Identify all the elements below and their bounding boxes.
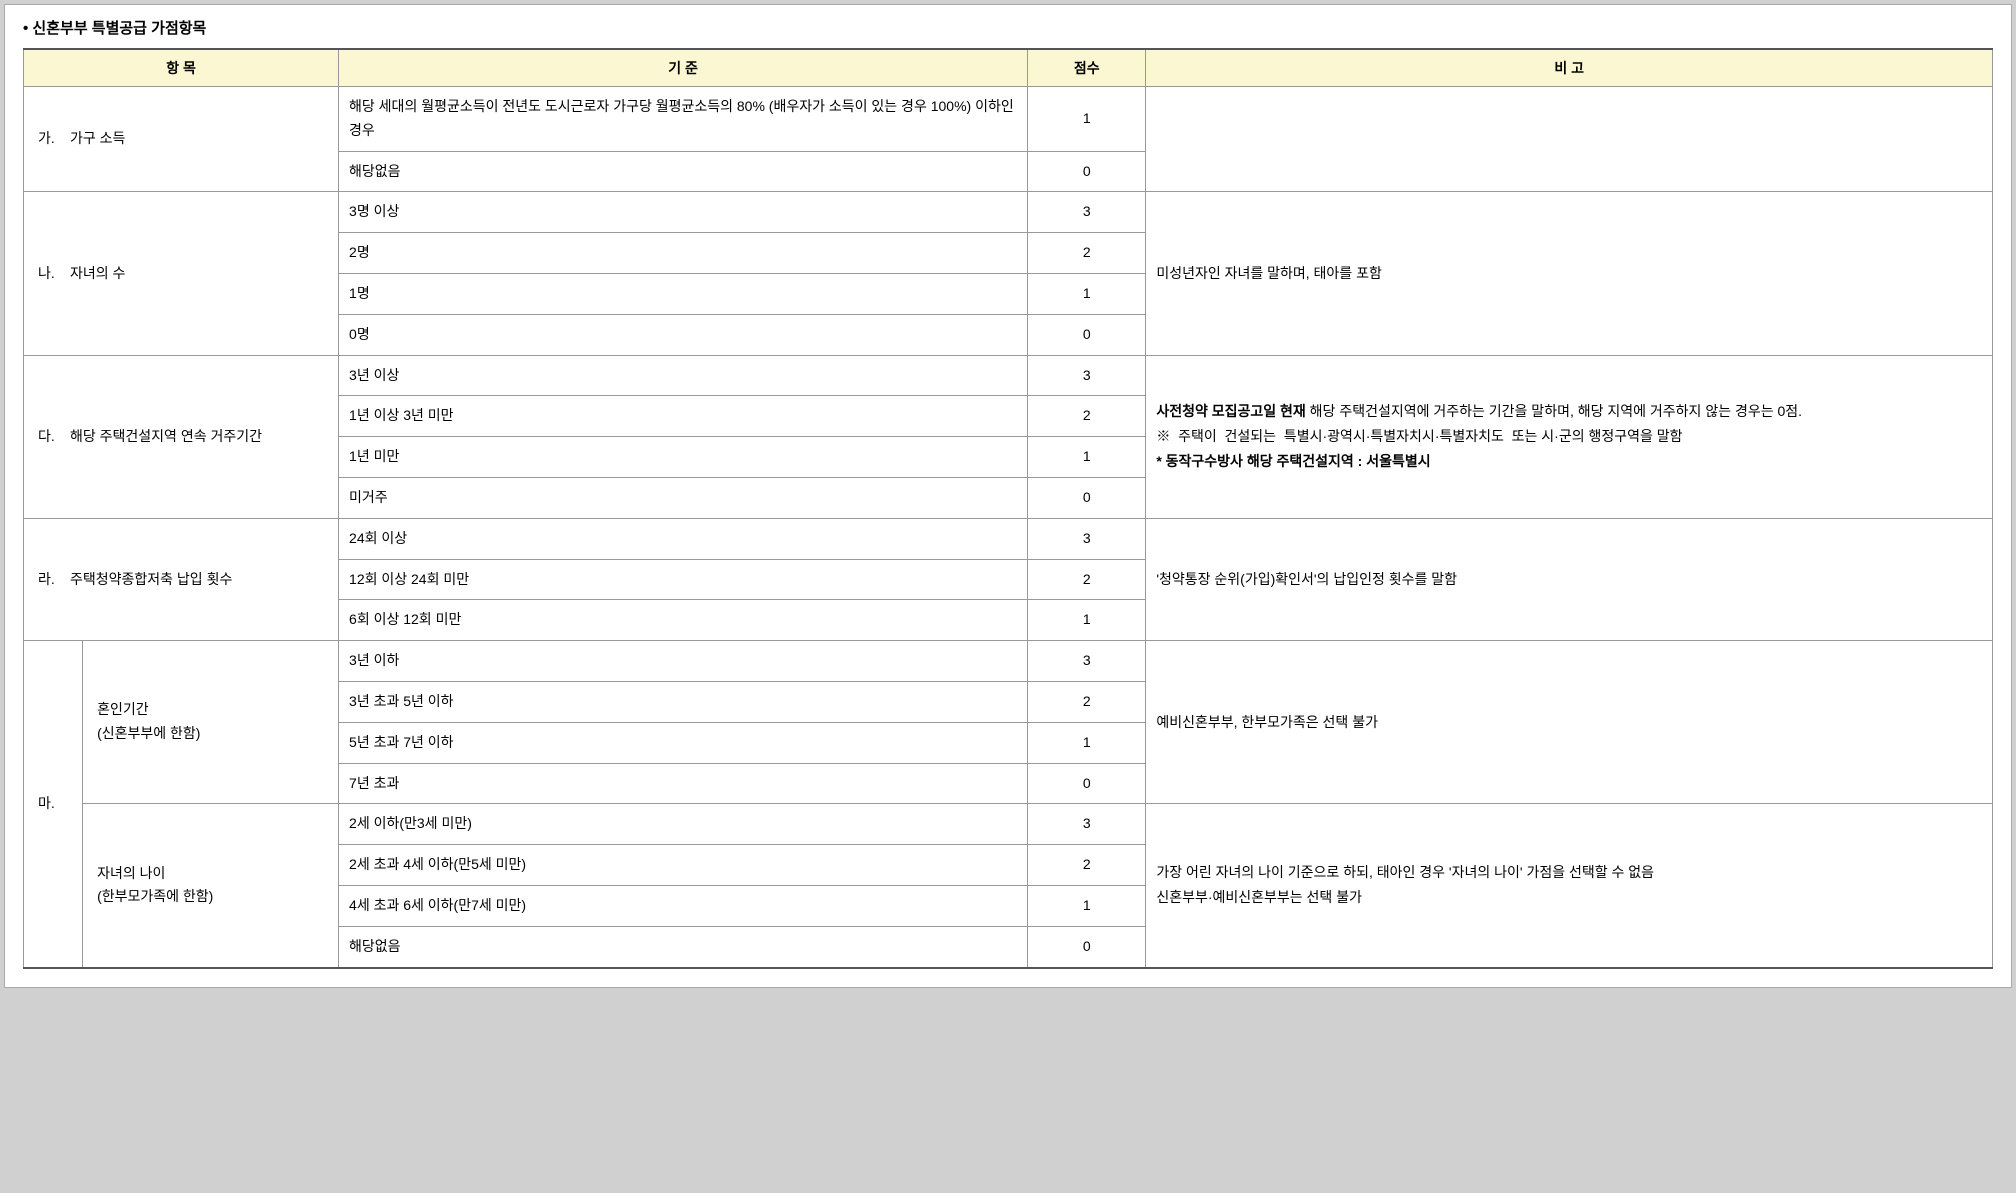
score-cell: 0 <box>1028 477 1146 518</box>
table-row: 자녀의 나이 (한부모가족에 한함) 2세 이하(만3세 미만)3 가장 어린 … <box>24 804 1993 845</box>
col-header-criteria: 기 준 <box>339 49 1028 87</box>
criteria-cell: 마. <box>24 641 83 968</box>
criteria-cell: 해당없음 <box>339 926 1028 967</box>
score-cell: 3 <box>1028 355 1146 396</box>
criteria-cell: 1년 이상 3년 미만 <box>339 396 1028 437</box>
row-label: 다. 해당 주택건설지역 연속 거주기간 <box>24 355 339 518</box>
score-cell: 0 <box>1028 314 1146 355</box>
note-cell: 미성년자인 자녀를 말하며, 태아를 포함 <box>1146 192 1993 355</box>
criteria-cell: 해당 세대의 월평균소득이 전년도 도시근로자 가구당 월평균소득의 80% (… <box>339 87 1028 152</box>
score-cell: 1 <box>1028 885 1146 926</box>
note-cell: '청약통장 순위(가입)확인서'의 납입인정 횟수를 말함 <box>1146 518 1993 640</box>
criteria-cell: 해당없음 <box>339 151 1028 192</box>
col-header-score: 점수 <box>1028 49 1146 87</box>
score-cell: 3 <box>1028 641 1146 682</box>
row-label: 가. 가구 소득 <box>24 87 339 192</box>
criteria-cell: 12회 이상 24회 미만 <box>339 559 1028 600</box>
document-page: • 신혼부부 특별공급 가점항목 항 목 기 준 점수 비 고 가. 가구 소득 <box>4 4 2012 988</box>
row-sublabel: 자녀의 나이 (한부모가족에 한함) <box>83 804 339 968</box>
criteria-cell: 4세 초과 6세 이하(만7세 미만) <box>339 885 1028 926</box>
score-cell: 1 <box>1028 437 1146 478</box>
criteria-cell <box>1146 87 1993 192</box>
criteria-cell: 2세 초과 4세 이하(만5세 미만) <box>339 845 1028 886</box>
table-row: 다. 해당 주택건설지역 연속 거주기간 3년 이상3 사전청약 모집공고일 현… <box>24 355 1993 396</box>
score-cell: 2 <box>1028 233 1146 274</box>
note-cell: 사전청약 모집공고일 현재 해당 주택건설지역에 거주하는 기간을 말하며, 해… <box>1146 355 1993 518</box>
criteria-cell: 5년 초과 7년 이하 <box>339 722 1028 763</box>
criteria-cell: 3년 이하 <box>339 641 1028 682</box>
criteria-cell: 0명 <box>339 314 1028 355</box>
criteria-cell: 24회 이상 <box>339 518 1028 559</box>
row-sublabel: 혼인기간 (신혼부부에 한함) <box>83 641 339 804</box>
score-cell: 3 <box>1028 804 1146 845</box>
score-cell: 1 <box>1028 273 1146 314</box>
criteria-cell: 2세 이하(만3세 미만) <box>339 804 1028 845</box>
note-cell: 예비신혼부부, 한부모가족은 선택 불가 <box>1146 641 1993 804</box>
row-label: 라. 주택청약종합저축 납입 횟수 <box>24 518 339 640</box>
table-row: 가. 가구 소득 해당 세대의 월평균소득이 전년도 도시근로자 가구당 월평균… <box>24 87 1993 152</box>
score-cell: 0 <box>1028 763 1146 804</box>
criteria-cell: 미거주 <box>339 477 1028 518</box>
criteria-cell: 1년 미만 <box>339 437 1028 478</box>
score-cell: 0 <box>1028 151 1146 192</box>
score-cell: 1 <box>1028 87 1146 152</box>
col-header-item: 항 목 <box>24 49 339 87</box>
table-row: 나. 자녀의 수 3명 이상3 미성년자인 자녀를 말하며, 태아를 포함 <box>24 192 1993 233</box>
table-row: 라. 주택청약종합저축 납입 횟수 24회 이상3 '청약통장 순위(가입)확인… <box>24 518 1993 559</box>
scoring-table: 항 목 기 준 점수 비 고 가. 가구 소득 해당 세대의 월평균소득이 전년… <box>23 48 1993 969</box>
criteria-cell: 3년 초과 5년 이하 <box>339 681 1028 722</box>
table-row: 항 목 기 준 점수 비 고 <box>24 49 1993 87</box>
criteria-cell: 3년 이상 <box>339 355 1028 396</box>
score-cell: 2 <box>1028 845 1146 886</box>
criteria-cell: 6회 이상 12회 미만 <box>339 600 1028 641</box>
col-header-note: 비 고 <box>1146 49 1993 87</box>
criteria-cell: 3명 이상 <box>339 192 1028 233</box>
score-cell: 1 <box>1028 600 1146 641</box>
score-cell: 2 <box>1028 681 1146 722</box>
criteria-cell: 2명 <box>339 233 1028 274</box>
score-cell: 1 <box>1028 722 1146 763</box>
table-title: • 신혼부부 특별공급 가점항목 <box>23 17 1993 38</box>
score-cell: 0 <box>1028 926 1146 967</box>
score-cell: 3 <box>1028 518 1146 559</box>
criteria-cell: 7년 초과 <box>339 763 1028 804</box>
score-cell: 2 <box>1028 396 1146 437</box>
row-label: 나. 자녀의 수 <box>24 192 339 355</box>
score-cell: 2 <box>1028 559 1146 600</box>
criteria-cell: 1명 <box>339 273 1028 314</box>
note-cell: 가장 어린 자녀의 나이 기준으로 하되, 태아인 경우 '자녀의 나이' 가점… <box>1146 804 1993 968</box>
table-row: 마. 혼인기간 (신혼부부에 한함) 3년 이하3 예비신혼부부, 한부모가족은… <box>24 641 1993 682</box>
score-cell: 3 <box>1028 192 1146 233</box>
